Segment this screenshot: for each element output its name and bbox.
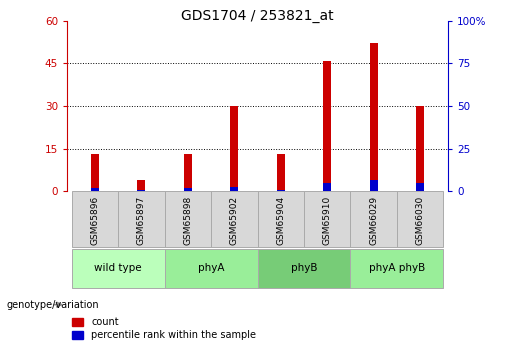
Bar (323, 61, 331, 191)
Bar (184, 188, 192, 191)
Text: phyA phyB: phyA phyB (369, 263, 425, 273)
Bar (137, 180, 146, 191)
FancyBboxPatch shape (397, 191, 443, 247)
FancyBboxPatch shape (165, 249, 258, 288)
Bar (230, 106, 238, 191)
FancyBboxPatch shape (118, 191, 165, 247)
Bar (137, 190, 146, 191)
FancyBboxPatch shape (211, 191, 258, 247)
Bar (369, 43, 378, 191)
Bar (230, 187, 238, 191)
Text: GSM65898: GSM65898 (183, 196, 192, 245)
Text: GSM65904: GSM65904 (276, 196, 285, 245)
Bar (277, 155, 285, 191)
Text: GSM65910: GSM65910 (323, 196, 332, 245)
FancyBboxPatch shape (72, 249, 165, 288)
Text: phyB: phyB (291, 263, 317, 273)
Text: genotype/variation: genotype/variation (6, 300, 99, 310)
Bar (277, 190, 285, 191)
Bar (369, 180, 378, 191)
FancyBboxPatch shape (350, 191, 397, 247)
Bar (416, 106, 424, 191)
FancyBboxPatch shape (165, 191, 211, 247)
FancyBboxPatch shape (350, 249, 443, 288)
Text: GSM66030: GSM66030 (416, 196, 425, 245)
Text: GSM65896: GSM65896 (90, 196, 99, 245)
Text: GDS1704 / 253821_at: GDS1704 / 253821_at (181, 9, 334, 23)
Text: GSM65897: GSM65897 (137, 196, 146, 245)
Text: phyA: phyA (198, 263, 224, 273)
Bar (184, 155, 192, 191)
Text: wild type: wild type (94, 263, 142, 273)
Bar (91, 155, 99, 191)
Legend: count, percentile rank within the sample: count, percentile rank within the sample (72, 317, 256, 340)
Text: GSM65902: GSM65902 (230, 196, 239, 245)
FancyBboxPatch shape (258, 249, 350, 288)
FancyBboxPatch shape (72, 191, 118, 247)
Bar (323, 183, 331, 191)
FancyBboxPatch shape (258, 191, 304, 247)
FancyBboxPatch shape (304, 191, 350, 247)
Bar (416, 183, 424, 191)
Text: GSM66029: GSM66029 (369, 196, 378, 245)
Bar (91, 188, 99, 191)
